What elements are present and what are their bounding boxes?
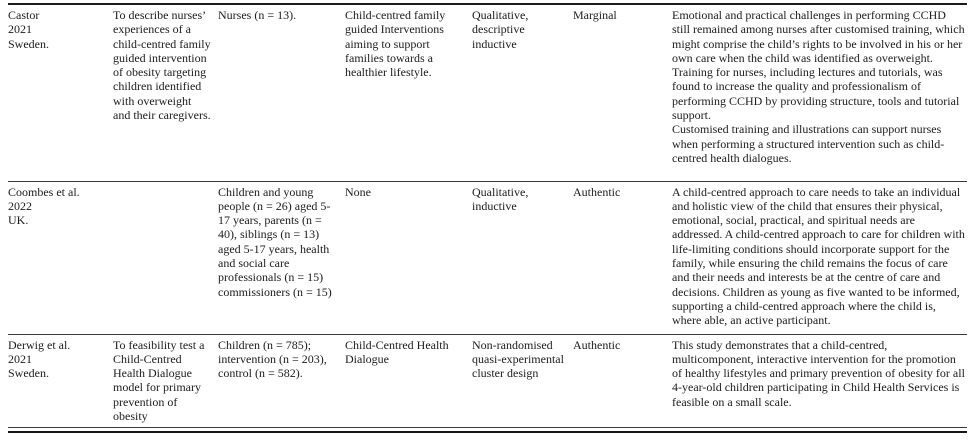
cell-intervention: None bbox=[345, 184, 371, 199]
cell-rating: Authentic bbox=[573, 184, 621, 199]
cell-participants: Children (n = 785); intervention (n = 20… bbox=[218, 337, 327, 381]
cell-findings: This study demonstrates that a child-cen… bbox=[672, 337, 965, 409]
cell-rating: Marginal bbox=[573, 8, 617, 22]
cell-study: Castor 2021 Sweden. bbox=[8, 8, 49, 51]
table-row: Coombes et al. 2022 UK. Children and you… bbox=[8, 181, 967, 334]
cell-participants: Nurses (n = 13). bbox=[218, 8, 297, 22]
cell-findings: Emotional and practical challenges in pe… bbox=[672, 8, 965, 165]
studies-table-container: Castor 2021 Sweden. To describe nurses’ … bbox=[8, 3, 967, 434]
cell-participants: Children and young people (n = 26) aged … bbox=[218, 184, 332, 299]
cell-rating: Authentic bbox=[573, 337, 621, 352]
studies-table: Castor 2021 Sweden. To describe nurses’ … bbox=[8, 3, 967, 427]
cell-design: Qualitative, inductive bbox=[472, 184, 529, 213]
cell-intervention: Child-centred family guided Intervention… bbox=[345, 8, 446, 80]
cell-findings: A child-centred approach to care needs t… bbox=[672, 184, 965, 328]
cell-study: Derwig et al. 2021 Sweden. bbox=[8, 337, 71, 381]
table-bottom-rule bbox=[8, 427, 967, 434]
cell-intervention: Child-Centred Health Dialogue bbox=[345, 337, 449, 366]
cell-aim bbox=[113, 181, 218, 334]
cell-design: Non-randomised quasi-experimental cluste… bbox=[472, 337, 564, 381]
cell-study: Coombes et al. 2022 UK. bbox=[8, 184, 80, 228]
table-row: Castor 2021 Sweden. To describe nurses’ … bbox=[8, 4, 967, 181]
cell-design: Qualitative, descriptive inductive bbox=[472, 8, 529, 51]
cell-aim: To describe nurses’ experiences of a chi… bbox=[113, 8, 211, 123]
table-row: Derwig et al. 2021 Sweden. To feasibilit… bbox=[8, 334, 967, 427]
cell-aim: To feasibility test a Child-Centred Heal… bbox=[113, 337, 205, 423]
